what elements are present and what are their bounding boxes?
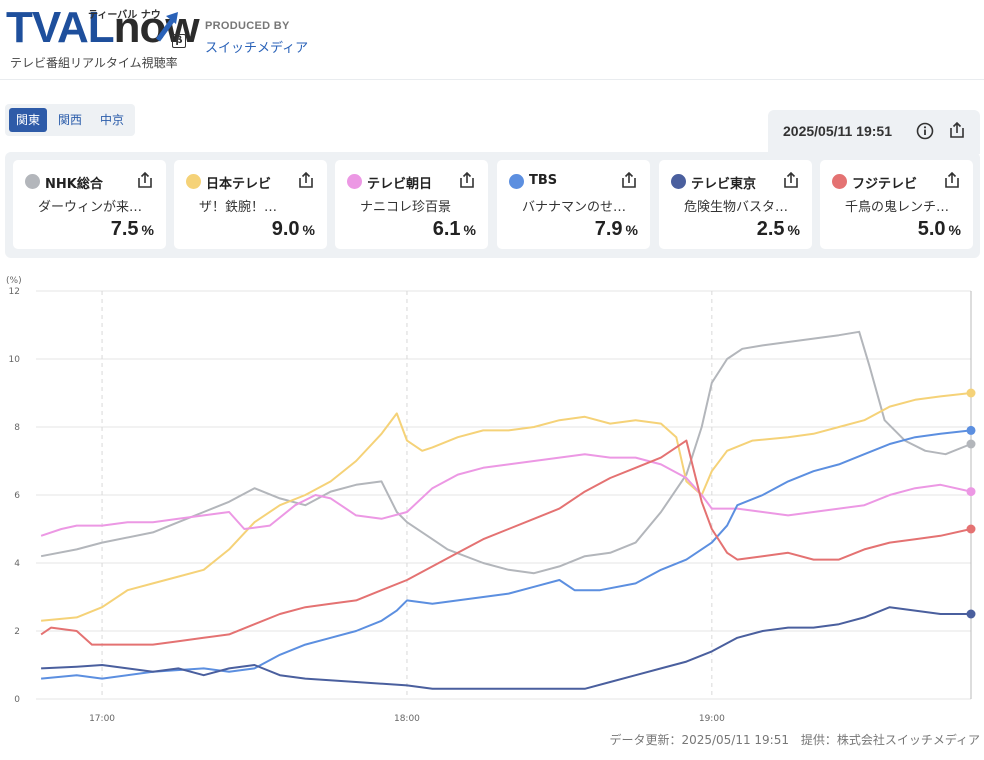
rating-value: 2.5% [756,218,800,240]
y-tick-label: 12 [9,287,20,297]
series-line [41,429,972,680]
chart-svg: (%) 0 2 4 6 8 10 12 17:00 18:00 19:00 [6,276,976,724]
station-panel [5,152,980,258]
logo-subtitle: テレビ番組リアルタイム視聴率 [10,56,178,70]
station-color-dot [832,174,847,189]
share-icon[interactable] [458,171,476,189]
share-icon[interactable] [948,121,966,139]
station-color-dot [671,174,686,189]
station-name: テレビ朝日 [367,177,433,192]
station-card[interactable]: テレビ東京危険生物バスタ… 2.5% [659,160,812,249]
x-tick-label: 19:00 [699,714,725,724]
info-icon[interactable] [916,122,934,140]
logo-ruby: ティーバル ナウ [88,10,161,21]
station-name: NHK総合 [45,177,103,192]
y-tick-label: 2 [14,627,20,637]
tab-chukyo[interactable]: 中京 [100,113,125,127]
rating-value: 5.0% [917,218,961,240]
x-tick-label: 18:00 [394,714,420,724]
station-name: テレビ東京 [691,177,757,192]
series-end-point[interactable] [966,425,976,435]
series-end-point[interactable] [966,524,976,534]
chart-footer: データ更新：2025/05/11 19:51 提供：株式会社スイッチメディア [609,731,980,748]
station-card[interactable]: フジテレビ千鳥の鬼レンチ… 5.0% [820,160,973,249]
series-line [40,439,972,646]
share-icon[interactable] [297,171,315,189]
rating-value: 6.1% [432,218,476,240]
rating-value: 9.0% [271,218,315,240]
y-axis-label: (%) [6,276,22,286]
series-line [41,606,971,690]
share-icon[interactable] [620,171,638,189]
datetime-bar: 2025/05/11 19:51 [768,110,980,154]
series-end-point[interactable] [966,487,976,497]
y-tick-label: 4 [14,559,20,569]
station-name: TBS [529,173,558,188]
tab-kansai[interactable]: 関西 [58,113,83,127]
station-card[interactable]: NHK総合ダーウィンが来… 7.5% [13,160,166,249]
y-tick-label: 8 [14,423,20,433]
share-icon[interactable] [782,171,800,189]
series-line [41,392,972,622]
y-tick-label: 10 [9,355,21,365]
station-name: 日本テレビ [206,177,272,192]
producer-link[interactable]: スイッチメディア [205,41,309,56]
rating-value: 7.5% [110,218,154,240]
region-tabs: 関東 関西 中京 [5,104,136,136]
x-tick-label: 17:00 [89,714,115,724]
series-end-point[interactable] [966,439,976,449]
current-datetime: 2025/05/11 19:51 [783,123,892,139]
station-color-dot [509,174,524,189]
share-icon[interactable] [136,171,154,189]
share-icon[interactable] [943,171,961,189]
program-title: 危険生物バスタ… [684,200,789,215]
update-time: データ更新：2025/05/11 19:51 [609,733,789,747]
beta-badge: β [172,34,186,48]
program-title: ダーウィンが来… [38,200,143,215]
series-line [40,453,972,537]
rating-value: 7.9% [594,218,638,240]
series-end-point[interactable] [966,388,976,398]
tab-kanto[interactable]: 関東 [9,108,48,132]
station-card[interactable]: TBS バナナマンのせ… 7.9% [497,160,650,249]
station-color-dot [347,174,362,189]
station-card[interactable]: 日本テレビザ！鉄腕！… 9.0% [174,160,327,249]
program-title: バナナマンのせ… [522,200,627,215]
station-name: フジテレビ [852,177,918,192]
program-title: 千鳥の鬼レンチ… [845,200,950,215]
series-line [40,330,972,575]
program-title: ナニコレ珍百景 [360,200,452,215]
station-color-dot [25,174,40,189]
y-tick-label: 0 [14,695,20,705]
ratings-chart: (%) 0 2 4 6 8 10 12 17:00 18:00 19:00 [0,270,984,730]
program-title: ザ！鉄腕！… [199,200,278,215]
provider-credit: 提供：株式会社スイッチメディア [800,733,980,747]
tvalnow-logo[interactable]: TVALnow ティーバル ナウ β テレビ番組リアルタイム視聴率 [6,3,200,71]
produced-by-label: PRODUCED BY [205,20,290,32]
station-color-dot [186,174,201,189]
series-end-point[interactable] [966,609,976,619]
app-header: TVALnow ティーバル ナウ β テレビ番組リアルタイム視聴率 PRODUC… [0,0,984,80]
trend-arrow-icon [156,12,178,42]
y-tick-label: 6 [14,491,20,501]
logo-wordmark: TVALnow [6,3,200,52]
station-card[interactable]: テレビ朝日ナニコレ珍百景 6.1% [335,160,488,249]
